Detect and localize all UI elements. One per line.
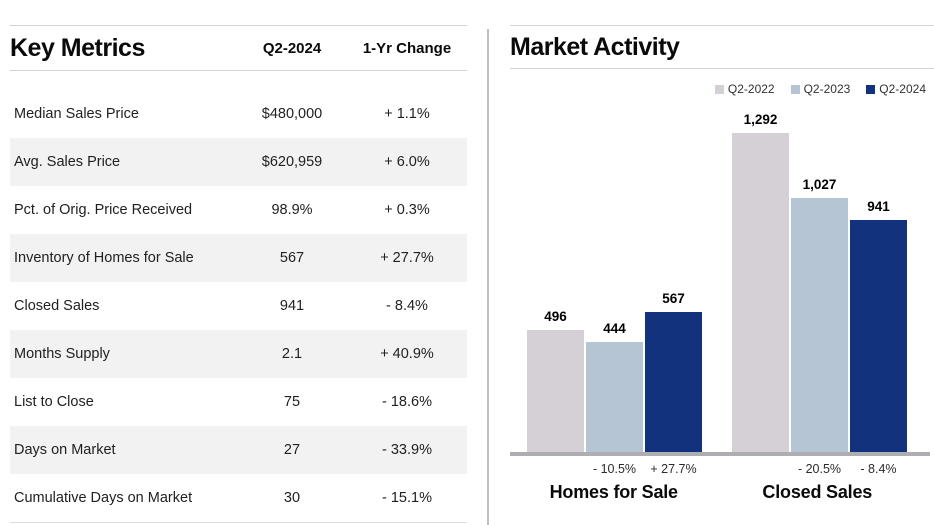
metric-value: 2.1 (281, 346, 303, 362)
bar-value-label: 496 (544, 309, 567, 324)
chart-legend: Q2-2022 Q2-2023 Q2-2024 (510, 82, 934, 96)
metric-label: Pct. of Orig. Price Received (14, 202, 193, 218)
metric-label: List to Close (14, 394, 94, 410)
table-row-pct-of-orig-price-received: Pct. of Orig. Price Received 98.9% + 0.3% (10, 186, 467, 234)
metric-value: $480,000 (261, 106, 323, 122)
metric-label: Avg. Sales Price (14, 154, 121, 170)
category-labels-row: Homes for Sale Closed Sales (510, 476, 934, 503)
legend-item-q2-2023: Q2-2023 (790, 82, 851, 96)
bar-group-homes-for-sale: 496 444 567 (527, 291, 702, 452)
bar-homes-for-sale-q2-2024 (645, 312, 702, 452)
change-label: - 8.4% (860, 462, 897, 476)
metric-value: 567 (279, 250, 305, 266)
table-row-cumulative-days-on-market: Cumulative Days on Market 30 - 15.1% (10, 474, 467, 522)
bar-homes-for-sale-q2-2022 (527, 330, 584, 452)
change-labels-closed-sales: - 20.5% - 8.4% (732, 456, 907, 476)
table-row-days-on-market: Days on Market 27 - 33.9% (10, 426, 467, 474)
bar-column-closed-sales-q2-2024: 941 (850, 199, 907, 452)
market-activity-panel: Market Activity Q2-2022 Q2-2023 Q2-2024 49… (510, 0, 934, 503)
metric-change: - 18.6% (382, 394, 432, 410)
bar-closed-sales-q2-2022 (732, 133, 789, 452)
bar-value-label: 567 (662, 291, 685, 306)
change-labels-homes-for-sale: - 10.5% + 27.7% (527, 456, 702, 476)
key-metrics-header: Key Metrics Q2-2024 1-Yr Change (10, 25, 467, 71)
key-metrics-panel: Key Metrics Q2-2024 1-Yr Change Median S… (10, 0, 467, 523)
panel-divider (487, 29, 489, 525)
bar-column-closed-sales-q2-2022: 1,292 (732, 112, 789, 452)
metric-label: Closed Sales (14, 298, 100, 314)
bar-column-closed-sales-q2-2023: 1,027 (791, 177, 848, 452)
metric-value: 98.9% (271, 202, 313, 218)
bar-column-homes-for-sale-q2-2024: 567 (645, 291, 702, 452)
metric-change: + 27.7% (380, 250, 434, 266)
table-row-closed-sales: Closed Sales 941 - 8.4% (10, 282, 467, 330)
metric-change: + 6.0% (384, 154, 430, 170)
plot-area: 496 444 567 1,292 1,027 941 (510, 108, 934, 452)
bar-value-label: 1,292 (743, 112, 778, 127)
table-row-months-supply: Months Supply 2.1 + 40.9% (10, 330, 467, 378)
legend-label: Q2-2024 (879, 82, 926, 96)
legend-swatch-q2-2022 (714, 84, 724, 94)
metric-change: + 40.9% (380, 346, 434, 362)
category-label-closed-sales: Closed Sales (762, 482, 873, 502)
metric-change: - 8.4% (386, 298, 428, 314)
change-label: - 10.5% (592, 462, 637, 476)
metric-change: + 1.1% (384, 106, 430, 122)
metric-change: + 0.3% (384, 202, 430, 218)
key-metrics-title: Key Metrics (10, 33, 145, 62)
metric-label: Inventory of Homes for Sale (14, 250, 194, 266)
metric-value: 30 (283, 490, 301, 506)
change-labels-row: - 10.5% + 27.7% - 20.5% - 8.4% (510, 456, 934, 476)
metric-label: Months Supply (14, 346, 110, 362)
bar-homes-for-sale-q2-2023 (586, 342, 643, 452)
metric-change: - 15.1% (382, 490, 432, 506)
metric-value: 941 (279, 298, 305, 314)
bar-closed-sales-q2-2024 (850, 220, 907, 452)
legend-item-q2-2022: Q2-2022 (714, 82, 775, 96)
x-axis-line (510, 452, 930, 456)
metric-value: 75 (283, 394, 301, 410)
legend-swatch-q2-2024 (866, 84, 876, 94)
change-label (527, 462, 584, 476)
legend-label: Q2-2023 (803, 82, 851, 96)
legend-item-q2-2024: Q2-2024 (866, 82, 926, 96)
market-activity-header: Market Activity (510, 25, 934, 69)
bar-closed-sales-q2-2023 (791, 198, 848, 452)
column-header-period: Q2-2024 (262, 39, 322, 57)
category-label-homes-for-sale: Homes for Sale (549, 482, 678, 502)
metric-label: Days on Market (14, 442, 116, 458)
metric-value: $620,959 (261, 154, 323, 170)
bar-value-label: 941 (867, 199, 890, 214)
change-label: + 27.7% (650, 462, 697, 476)
bar-group-closed-sales: 1,292 1,027 941 (732, 112, 907, 452)
metric-change: - 33.9% (382, 442, 432, 458)
bar-column-homes-for-sale-q2-2023: 444 (586, 321, 643, 452)
legend-label: Q2-2022 (727, 82, 775, 96)
market-activity-title: Market Activity (510, 32, 680, 61)
change-label (732, 462, 789, 476)
table-row-inventory-of-homes-for-sale: Inventory of Homes for Sale 567 + 27.7% (10, 234, 467, 282)
legend-swatch-q2-2023 (790, 84, 800, 94)
bar-value-label: 1,027 (802, 177, 837, 192)
table-row-avg-sales-price: Avg. Sales Price $620,959 + 6.0% (10, 138, 467, 186)
column-header-change: 1-Yr Change (362, 39, 452, 57)
bar-column-homes-for-sale-q2-2022: 496 (527, 309, 584, 452)
key-metrics-rows: Median Sales Price $480,000 + 1.1% Avg. Sal… (10, 90, 467, 523)
bar-value-label: 444 (603, 321, 626, 336)
metric-label: Median Sales Price (14, 106, 139, 122)
metric-label: Cumulative Days on Market (14, 490, 193, 506)
table-row-median-sales-price: Median Sales Price $480,000 + 1.1% (10, 90, 467, 138)
metric-value: 27 (283, 442, 301, 458)
change-label: - 20.5% (797, 462, 842, 476)
table-row-list-to-close: List to Close 75 - 18.6% (10, 378, 467, 426)
